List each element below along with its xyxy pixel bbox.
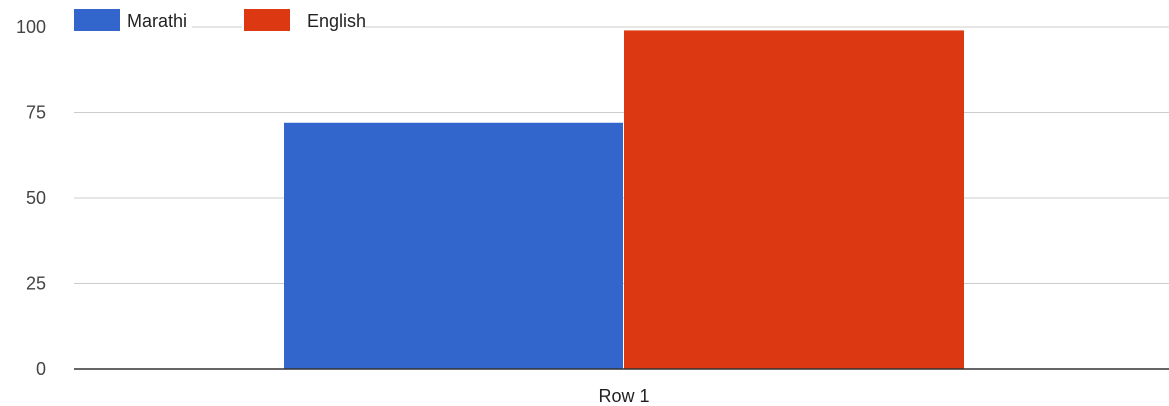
legend: Marathi English: [72, 6, 366, 32]
y-tick-label-75: 75: [26, 103, 46, 123]
legend-label-marathi: Marathi: [127, 11, 187, 31]
y-tick-label-25: 25: [26, 274, 46, 294]
y-tick-label-50: 50: [26, 188, 46, 208]
legend-swatch-english: [244, 9, 290, 31]
y-tick-label-100: 100: [16, 17, 46, 37]
bars: [284, 30, 964, 369]
legend-swatch-marathi: [74, 9, 120, 31]
legend-label-english: English: [307, 11, 366, 31]
axes: 0 25 50 75 100 Row 1: [16, 17, 1169, 406]
bar-marathi-row-1: [284, 122, 623, 369]
y-tick-label-0: 0: [36, 359, 46, 379]
bar-english-row-1: [624, 30, 964, 369]
x-tick-label-row-1: Row 1: [598, 386, 649, 406]
